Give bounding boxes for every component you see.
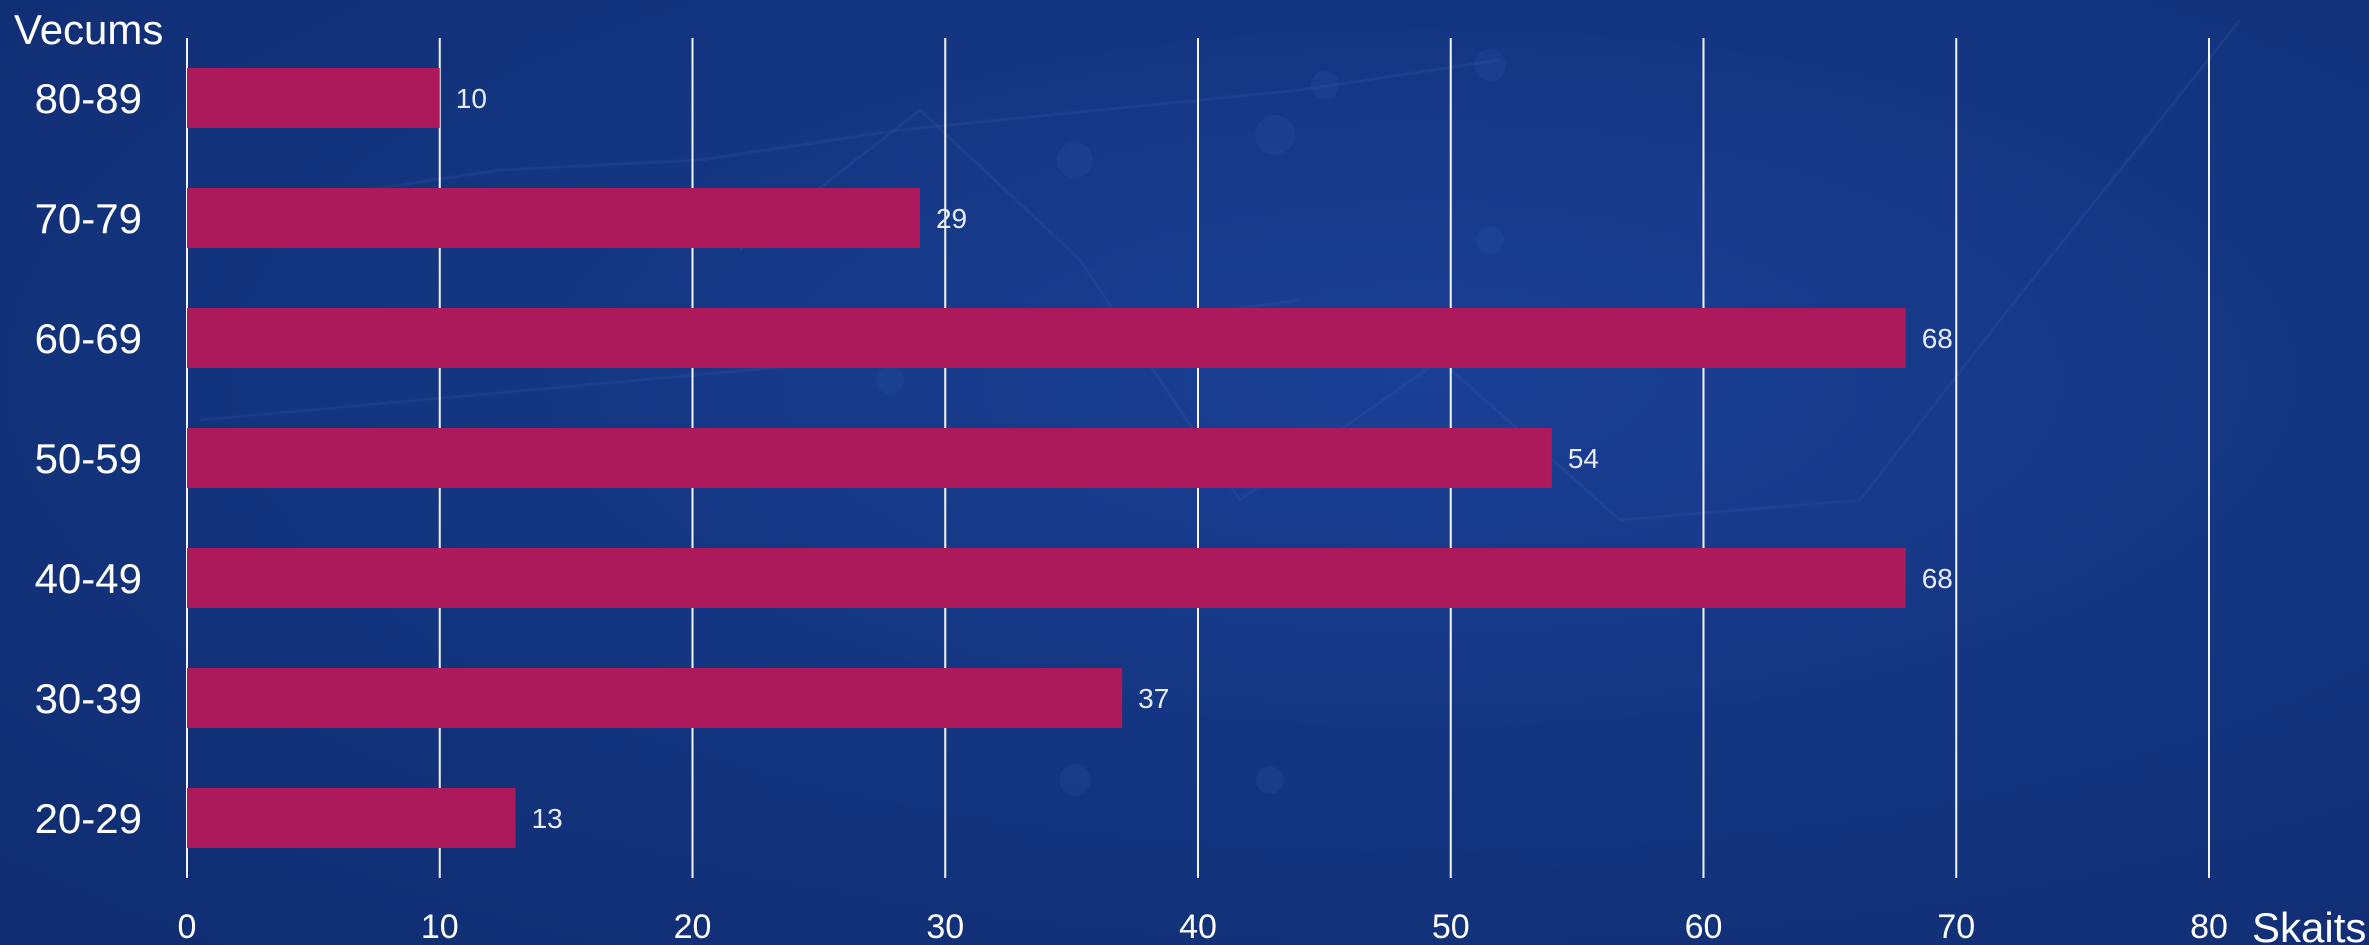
y-tick-label: 40-49: [35, 555, 142, 602]
bar-80-89: [187, 68, 440, 128]
x-tick-label: 40: [1179, 908, 1217, 945]
bar-50-59: [187, 428, 1552, 488]
bar-70-79: [187, 188, 920, 248]
x-axis-title: Skaits: [2252, 904, 2366, 945]
y-tick-label: 70-79: [35, 195, 142, 242]
y-tick-label: 50-59: [35, 435, 142, 482]
x-tick-label: 50: [1432, 908, 1470, 945]
bar-30-39: [187, 668, 1123, 728]
x-tick-label: 20: [674, 908, 712, 945]
x-tick-label: 0: [178, 908, 197, 945]
data-label: 37: [1138, 683, 1169, 714]
x-tick-label: 80: [2190, 908, 2228, 945]
data-label: 10: [456, 83, 487, 114]
labels: 0 10 20 30 40 50 60 70 80 80-89 10 70-79 29 60-69 68 50…: [35, 75, 2228, 945]
x-tick-label: 30: [926, 908, 964, 945]
y-tick-label: 30-39: [35, 675, 142, 722]
x-tick-label: 60: [1685, 908, 1723, 945]
data-label: 68: [1922, 563, 1953, 594]
data-label: 13: [532, 803, 563, 834]
y-tick-label: 20-29: [35, 795, 142, 842]
bars: [187, 68, 1906, 848]
bar-60-69: [187, 308, 1906, 368]
data-label: 68: [1922, 323, 1953, 354]
y-tick-label: 80-89: [35, 75, 142, 122]
data-label: 54: [1568, 443, 1599, 474]
bar-20-29: [187, 788, 516, 848]
bar-40-49: [187, 548, 1906, 608]
x-tick-label: 70: [1937, 908, 1975, 945]
data-label: 29: [936, 203, 967, 234]
y-tick-label: 60-69: [35, 315, 142, 362]
y-axis-title: Vecums: [14, 6, 163, 53]
x-tick-label: 10: [421, 908, 459, 945]
